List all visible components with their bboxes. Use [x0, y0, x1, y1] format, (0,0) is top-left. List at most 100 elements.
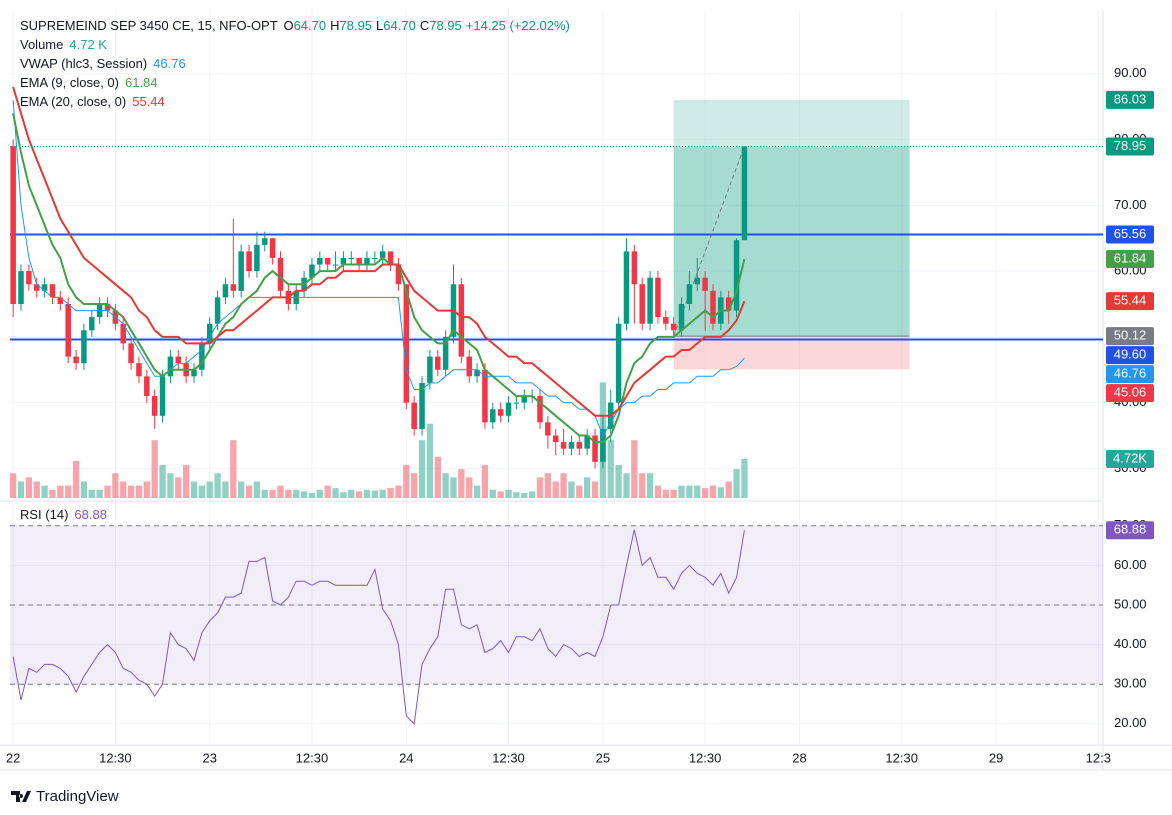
- volume-bar: [96, 489, 103, 498]
- volume-badge: [1106, 450, 1154, 469]
- price-badge-text: 46.76: [1114, 366, 1147, 381]
- candle-body: [120, 323, 126, 344]
- price-badge: [1106, 292, 1154, 311]
- volume-bar: [387, 488, 394, 498]
- volume-bar: [324, 485, 331, 498]
- volume-bar: [513, 492, 520, 498]
- volume-bar: [536, 477, 544, 498]
- candle-body: [741, 146, 748, 241]
- x-tick-label: 12:3: [1086, 750, 1111, 765]
- volume-bar: [694, 485, 701, 498]
- candle-body: [482, 369, 488, 423]
- volume-bar: [725, 481, 732, 498]
- volume-bar: [528, 491, 536, 498]
- candle-body: [419, 382, 425, 429]
- candle-body: [710, 290, 716, 324]
- volume-bar: [521, 493, 528, 498]
- volume-bar: [639, 473, 646, 498]
- ohlc-value: 64.70: [383, 18, 416, 33]
- candle-body: [277, 257, 284, 291]
- footer-brand: TradingView: [36, 788, 119, 805]
- price-badge-text: 45.06: [1114, 385, 1147, 400]
- symbol-legend: SUPREMEIND SEP 3450 CE, 15, NFO-OPT O64.7…: [20, 18, 570, 33]
- candle-body: [372, 257, 378, 259]
- ohlc-value: 78.95: [340, 18, 373, 33]
- candle-body: [167, 356, 174, 377]
- volume-bar: [17, 481, 25, 498]
- candle-body: [545, 422, 551, 436]
- volume-bar: [670, 489, 677, 498]
- indicator-name: Volume: [20, 37, 63, 52]
- volume-bar: [662, 489, 669, 498]
- rsi-badge-text: 68.88: [1114, 522, 1147, 537]
- rsi-tick-label: 60.00: [1114, 557, 1147, 572]
- candle-body: [678, 303, 685, 331]
- volume-bar: [112, 473, 119, 498]
- volume-bar: [293, 489, 300, 498]
- volume-bar: [371, 490, 379, 498]
- candle-body: [631, 251, 638, 285]
- volume-bar: [395, 485, 402, 498]
- volume-bar: [57, 485, 64, 498]
- price-badge-text: 61.84: [1114, 250, 1147, 265]
- candle-body: [458, 284, 465, 357]
- volume-bar: [198, 485, 206, 498]
- candle-body: [18, 271, 24, 304]
- logo: [11, 791, 31, 802]
- volume-bar: [426, 423, 434, 498]
- volume-bar: [41, 485, 48, 498]
- rsi-tick-label: 40.00: [1114, 636, 1147, 651]
- candle-body: [639, 284, 645, 324]
- volume-bar: [316, 489, 323, 498]
- candle-body: [230, 284, 237, 291]
- price-badge: [1106, 327, 1154, 346]
- vwap-line: [12, 100, 745, 437]
- logo-icon: [11, 791, 31, 802]
- candle-body: [623, 251, 630, 324]
- rsi-tick-label: 30.00: [1114, 676, 1147, 691]
- candle-body: [254, 244, 260, 272]
- price-badge-text: 49.60: [1114, 347, 1147, 362]
- volume-bar: [261, 489, 268, 498]
- volume-bar: [544, 473, 551, 498]
- volume-bar: [190, 481, 198, 498]
- x-tick-label: 25: [596, 750, 610, 765]
- candle-body: [57, 297, 64, 304]
- volume-bar: [206, 481, 213, 498]
- volume-bar: [151, 440, 158, 498]
- candle-body: [403, 284, 410, 403]
- volume-bar: [623, 473, 630, 498]
- volume-bar: [222, 481, 229, 498]
- price-badge: [1106, 225, 1154, 244]
- candle-body: [262, 238, 268, 245]
- candle-body: [560, 442, 567, 449]
- ohlc: O64.70 H78.95 L64.70 C78.95: [283, 18, 461, 33]
- rsi-value: 68.88: [74, 507, 107, 522]
- volume-bar: [505, 489, 512, 498]
- candle-body: [65, 303, 71, 357]
- volume-bar: [709, 485, 717, 498]
- candle-body: [600, 428, 606, 462]
- volume-bar: [25, 477, 33, 498]
- volume-bar: [238, 481, 245, 498]
- volume-bar: [88, 489, 95, 498]
- volume-bar: [175, 477, 182, 498]
- volume-bar: [591, 481, 599, 498]
- candle-body: [214, 297, 221, 324]
- candle-body: [340, 257, 347, 265]
- volume-bar: [568, 481, 575, 498]
- volume-badge-text: 4.72K: [1113, 450, 1147, 465]
- volume-bar: [10, 473, 17, 498]
- candle-body: [490, 409, 496, 423]
- price-badge-text: 78.95: [1114, 138, 1147, 153]
- candle-body: [435, 356, 441, 370]
- x-tick-label: 23: [202, 750, 216, 765]
- rsi-line: [12, 529, 745, 725]
- candle-body: [33, 284, 40, 291]
- x-tick-label: 12:30: [885, 750, 918, 765]
- volume-bar: [285, 489, 292, 498]
- volume-bar: [576, 485, 583, 498]
- candle-body: [411, 402, 417, 429]
- volume-bar: [269, 489, 276, 498]
